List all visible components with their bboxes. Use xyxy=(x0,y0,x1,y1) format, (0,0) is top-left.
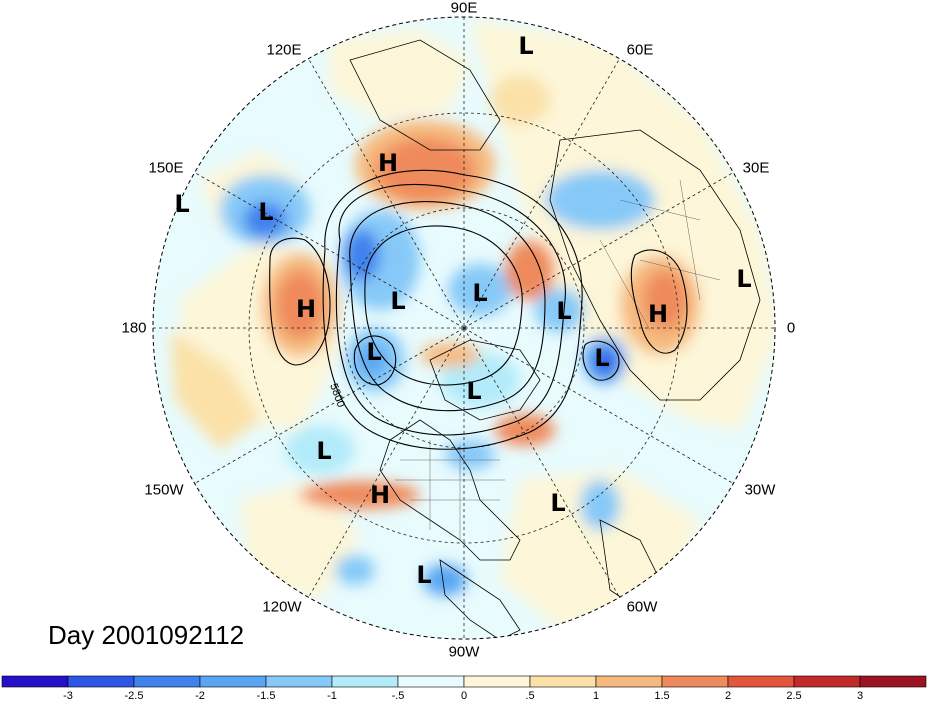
colorbar xyxy=(1,675,927,688)
system-marker: H xyxy=(647,300,669,328)
system-marker: L xyxy=(518,32,534,60)
system-marker: L xyxy=(174,190,190,218)
lon-label-90w: 90W xyxy=(448,643,480,661)
colorbar-swatch xyxy=(727,675,795,688)
system-marker: L xyxy=(390,287,406,315)
colorbar-tick-label: .5 xyxy=(525,690,535,702)
lon-label-0: 0 xyxy=(786,319,796,337)
lon-label-120e: 120E xyxy=(266,41,302,59)
colorbar-tick-label: 2 xyxy=(724,690,732,702)
colorbar-tick-label: -2.5 xyxy=(124,690,144,702)
graticule xyxy=(153,17,775,639)
colorbar-swatch xyxy=(397,675,465,688)
lon-label-30w: 30W xyxy=(744,481,776,499)
colorbar-tick-label: -.5 xyxy=(391,690,405,702)
lon-label-120w: 120W xyxy=(262,598,302,616)
system-marker: L xyxy=(556,297,572,325)
colorbar-swatch xyxy=(133,675,201,688)
system-marker: H xyxy=(377,149,399,177)
lon-label-90e: 90E xyxy=(450,0,478,17)
colorbar-tick-label: 1.5 xyxy=(654,690,670,702)
colorbar-tick-label: 2.5 xyxy=(786,690,802,702)
colorbar-swatch xyxy=(529,675,597,688)
lon-label-150w: 150W xyxy=(144,481,184,499)
colorbar-tick-label: 0 xyxy=(460,690,468,702)
colorbar-swatch xyxy=(661,675,729,688)
colorbar-swatch xyxy=(331,675,399,688)
system-marker: L xyxy=(736,265,752,293)
colorbar-swatch xyxy=(793,675,861,688)
date-title: Day 2001092112 xyxy=(48,620,245,650)
colorbar-tick-label: 3 xyxy=(856,690,864,702)
system-marker: L xyxy=(550,489,566,517)
colorbar-tick-label: -1 xyxy=(327,690,337,702)
colorbar-swatch xyxy=(859,675,927,688)
system-marker: L xyxy=(594,344,610,372)
colorbar-swatch xyxy=(463,675,531,688)
colorbar-tick-label: 1 xyxy=(592,690,600,702)
system-marker: L xyxy=(316,437,332,465)
colorbar-swatch xyxy=(265,675,333,688)
anomaly-field xyxy=(153,17,775,639)
system-marker: L xyxy=(258,198,274,226)
colorbar-tick-label: -1.5 xyxy=(256,690,276,702)
lon-label-180: 180 xyxy=(121,319,147,337)
system-marker: H xyxy=(295,295,317,323)
lon-label-60w: 60W xyxy=(626,598,658,616)
lon-label-150e: 150E xyxy=(148,159,184,177)
system-marker: L xyxy=(472,279,488,307)
system-marker: L xyxy=(366,338,382,366)
colorbar-swatch xyxy=(1,675,69,688)
colorbar-tick-label: -3 xyxy=(63,690,73,702)
system-marker: L xyxy=(466,377,482,405)
colorbar-swatch xyxy=(199,675,267,688)
map-border xyxy=(152,16,776,640)
system-marker: L xyxy=(416,561,432,589)
system-marker: H xyxy=(369,481,391,509)
lon-label-60e: 60E xyxy=(626,41,654,59)
height-contours xyxy=(269,169,688,450)
colorbar-swatch xyxy=(595,675,663,688)
lon-label-30e: 30E xyxy=(742,159,770,177)
colorbar-tick-label: -2 xyxy=(195,690,205,702)
colorbar-swatch xyxy=(67,675,135,688)
